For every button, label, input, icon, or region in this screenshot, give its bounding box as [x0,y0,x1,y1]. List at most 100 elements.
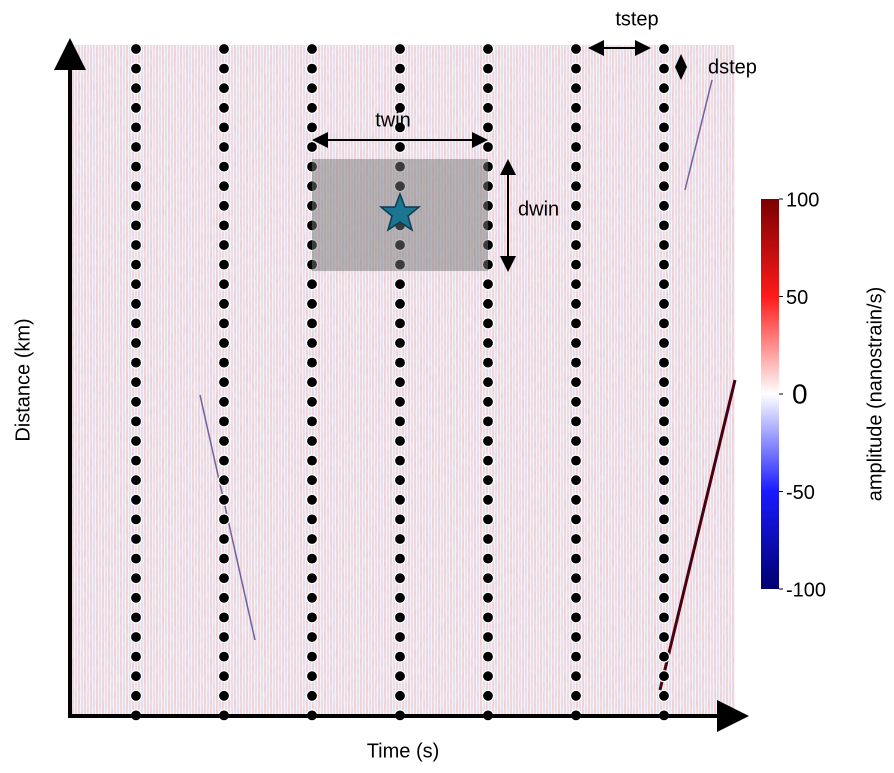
grid-point [569,650,583,663]
grid-point [217,532,231,546]
grid-point [569,532,583,546]
grid-point [657,278,671,291]
grid-point [393,62,407,75]
twin-label: twin [375,109,411,131]
grid-point [129,650,143,663]
grid-point [657,474,671,487]
grid-point [217,630,231,644]
grid-point [657,140,671,154]
grid-point [393,278,407,291]
grid-point [481,434,495,448]
grid-point [129,532,143,546]
grid-point [481,591,495,604]
grid-point [305,297,319,310]
grid-point [129,415,143,428]
grid-point [481,336,495,350]
grid-point [393,82,407,95]
grid-point [217,258,231,271]
grid-point [393,591,407,604]
grid-point [217,160,231,173]
grid-point [481,415,495,428]
grid-point [657,160,671,173]
grid-point [569,454,583,467]
grid-point [393,532,407,546]
grid-point [129,278,143,291]
grid-point [305,395,319,408]
grid-point [393,513,407,526]
grid-point [393,101,407,114]
event-trace [684,79,713,191]
grid-point [129,336,143,350]
grid-point [657,336,671,350]
colorbar-label: amplitude (nanostrain/s) [864,287,886,502]
grid-point [657,121,671,134]
grid-point [569,611,583,624]
grid-point [393,611,407,624]
grid-point [393,572,407,585]
grid-point [129,591,143,604]
grid-point [393,336,407,350]
grid-point [129,82,143,95]
grid-point [305,121,319,134]
grid-point [129,297,143,310]
grid-point [129,376,143,389]
grid-point [481,140,495,154]
grid-point [481,650,495,663]
grid-point [129,160,143,173]
grid-point [305,62,319,75]
dstep-label: dstep [708,56,757,78]
dstep-marker [675,54,687,80]
grid-point [217,180,231,193]
grid-point [393,493,407,506]
grid-point [393,395,407,408]
grid-point [217,82,231,95]
grid-point [217,336,231,350]
grid-point [393,317,407,330]
grid-point [657,238,671,252]
grid-point [657,82,671,95]
grid-point [129,513,143,526]
grid-point [217,572,231,585]
grid-point [569,82,583,95]
grid-point [217,670,231,683]
grid-point [129,493,143,506]
grid-point [657,572,671,585]
grid-point [217,689,231,702]
grid-point [129,434,143,448]
grid-point [129,689,143,702]
grid-point [217,317,231,330]
grid-point [305,591,319,604]
grid-point [569,591,583,604]
grid-point [481,689,495,702]
grid-point [129,356,143,369]
grid-point [481,513,495,526]
event-trace [658,379,737,691]
grid-point [569,42,583,56]
grid-point [569,376,583,389]
grid-point [657,317,671,330]
grid-point [393,297,407,310]
grid-point [217,552,231,565]
grid-point [393,474,407,487]
grid-point [305,650,319,663]
grid-point [657,670,671,683]
grid-point [657,101,671,114]
grid-point [569,395,583,408]
grid-point [569,670,583,683]
grid-point [481,376,495,389]
grid-point [657,532,671,546]
grid-point [217,395,231,408]
grid-point [657,376,671,389]
grid-point [481,611,495,624]
grid-point [129,121,143,134]
grid-point [393,356,407,369]
grid-point [657,180,671,193]
grid-point [305,513,319,526]
center-star [378,191,422,232]
grid-point [481,493,495,506]
grid-point [393,670,407,683]
grid-point [393,630,407,644]
tstep-label: tstep [615,8,658,30]
grid-point [393,415,407,428]
grid-point [217,101,231,114]
